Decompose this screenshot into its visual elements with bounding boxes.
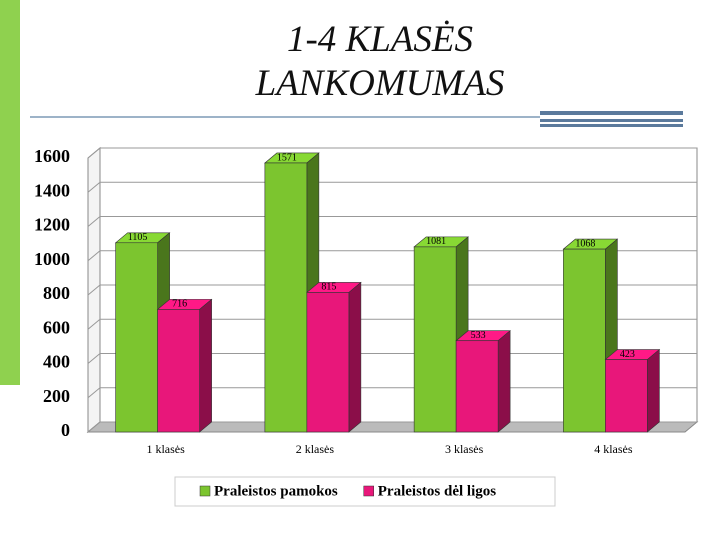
bar-side (348, 281, 362, 433)
x-tick-label: 3 klasės (445, 442, 484, 456)
data-label: 815 (321, 282, 336, 293)
y-tick-label: 400 (43, 352, 70, 372)
y-tick-label: 1200 (34, 215, 70, 235)
x-tick-label: 1 klasės (146, 442, 185, 456)
bar-front (306, 292, 350, 433)
y-tick-label: 800 (43, 283, 70, 303)
bar-front (157, 309, 200, 433)
y-tick-label: 1600 (34, 146, 70, 166)
legend-label: Praleistos dėl ligos (378, 483, 496, 499)
data-label: 716 (172, 299, 187, 310)
chart-title: 1-4 KLASĖS LANKOMUMAS (255, 19, 505, 104)
bar (156, 298, 213, 433)
x-tick-label: 2 klasės (296, 442, 335, 456)
grid-line (87, 147, 697, 159)
y-tick-label: 1400 (34, 180, 70, 200)
legend-swatch (363, 485, 374, 497)
deco-bar (540, 119, 683, 122)
legend-swatch (199, 485, 211, 497)
data-label: 533 (471, 330, 486, 341)
side-stripe (0, 0, 20, 385)
data-label: 1105 (128, 232, 148, 243)
data-label: 1081 (426, 236, 446, 247)
bar-front (264, 162, 308, 433)
data-label: 1068 (575, 238, 595, 249)
y-tick-label: 1000 (34, 249, 70, 269)
bar-front (563, 248, 606, 433)
y-tick-label: 600 (43, 317, 70, 337)
deco-bar (540, 124, 683, 127)
bar-side (199, 298, 212, 433)
grid-line (87, 284, 697, 296)
bar-side (647, 348, 660, 433)
bar-front (413, 246, 457, 433)
data-label: 1571 (277, 152, 297, 163)
x-tick-label: 4 klasės (594, 442, 633, 456)
bar-front (115, 242, 158, 433)
bar (604, 348, 661, 433)
data-label: 423 (620, 349, 635, 360)
y-tick-label: 200 (43, 386, 70, 406)
deco-bar (540, 111, 683, 115)
bar-front (605, 359, 648, 433)
grid-line (87, 250, 697, 262)
bar-front (455, 340, 499, 433)
y-tick-label: 0 (61, 420, 70, 440)
bar (455, 330, 511, 433)
bar (306, 281, 362, 433)
grid-line (87, 216, 697, 227)
grid-line (87, 181, 697, 193)
grid-line (87, 318, 697, 330)
bar-side (497, 330, 511, 433)
legend-label: Praleistos pamokos (214, 483, 338, 499)
